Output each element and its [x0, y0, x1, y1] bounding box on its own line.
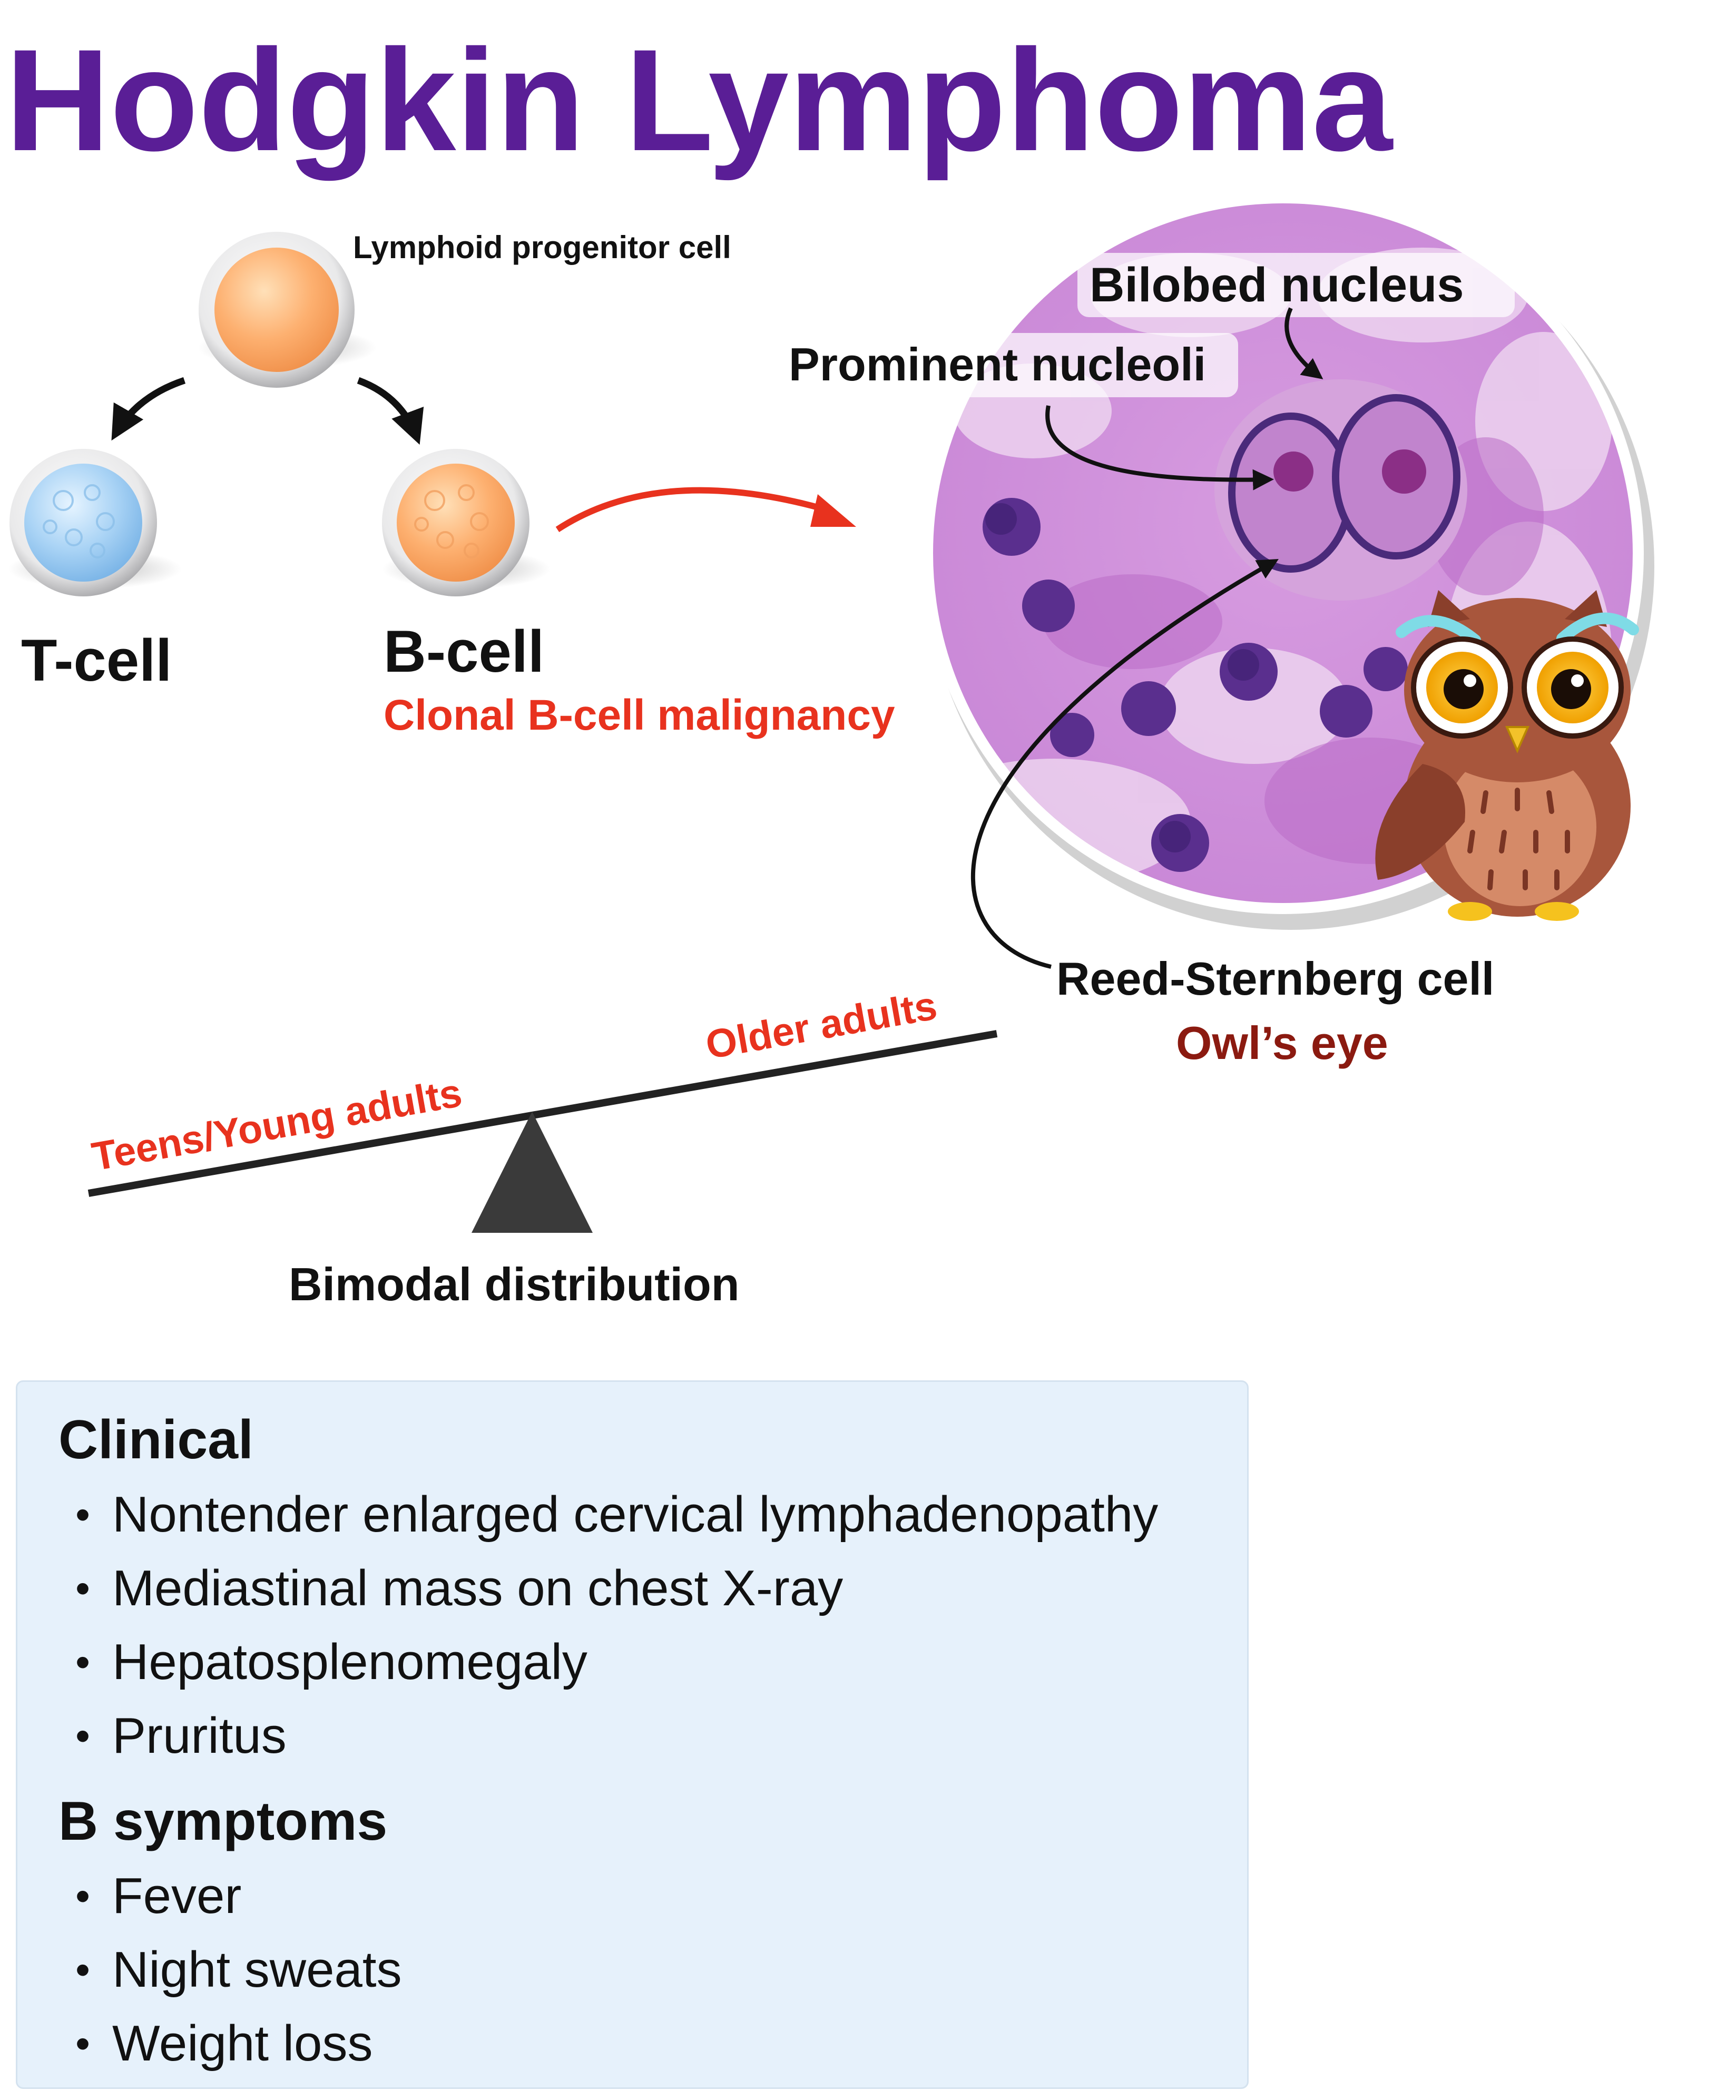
clinical-list: Nontender enlarged cervical lymphadenopa…	[49, 1478, 1215, 1773]
page-title: Hodgkin Lymphoma	[5, 19, 1394, 182]
reed-sternberg-cell	[1214, 379, 1467, 601]
bcell	[382, 449, 551, 596]
nucleoli-label: Prominent nucleoli	[789, 338, 1206, 390]
owl-eye-label: Owl’s eye	[1176, 1017, 1388, 1069]
arrow-to-micrograph	[555, 487, 823, 533]
bimodal-caption: Bimodal distribution	[289, 1258, 740, 1310]
older-adults-label: Older adults	[702, 983, 940, 1068]
red-arrowhead	[810, 494, 856, 527]
bcell-note: Clonal B-cell malignancy	[384, 691, 895, 739]
b-symptoms-heading: B symptoms	[58, 1791, 388, 1852]
clinical-box: Clinical Nontender enlarged cervical lym…	[16, 1380, 1249, 2089]
list-item: Hepatosplenomegaly	[49, 1625, 1215, 1699]
progenitor-cell	[198, 232, 377, 388]
arrow-nucleoli	[1045, 405, 1274, 490]
arrow-to-bcell	[357, 377, 424, 445]
list-item: Pruritus	[49, 1699, 1215, 1773]
arrow-to-tcell	[111, 377, 186, 441]
tcell	[8, 449, 182, 596]
bilobed-label-bg	[1077, 253, 1515, 317]
list-item: Night sweats	[49, 1933, 1215, 2007]
seesaw	[87, 1030, 998, 1233]
list-item: Nontender enlarged cervical lymphadenopa…	[49, 1478, 1215, 1552]
arrow-reed-sternberg	[970, 559, 1279, 969]
list-item: Mediastinal mass on chest X-ray	[49, 1552, 1215, 1625]
owl-icon	[1375, 590, 1639, 921]
clinical-heading: Clinical	[58, 1409, 253, 1470]
bilobed-label: Bilobed nucleus	[1090, 258, 1464, 312]
rs-label: Reed-Sternberg cell	[1056, 953, 1494, 1005]
b-symptoms-list: Fever Night sweats Weight loss	[49, 1859, 1215, 2081]
progenitor-label: Lymphoid progenitor cell	[353, 230, 731, 265]
arrow-bilobed	[1284, 307, 1323, 379]
nucleoli-label-bg	[780, 333, 1238, 397]
bcell-label: B-cell	[384, 619, 544, 684]
tcell-label: T-cell	[21, 627, 172, 693]
list-item: Weight loss	[49, 2007, 1215, 2081]
list-item: Fever	[49, 1859, 1215, 1933]
